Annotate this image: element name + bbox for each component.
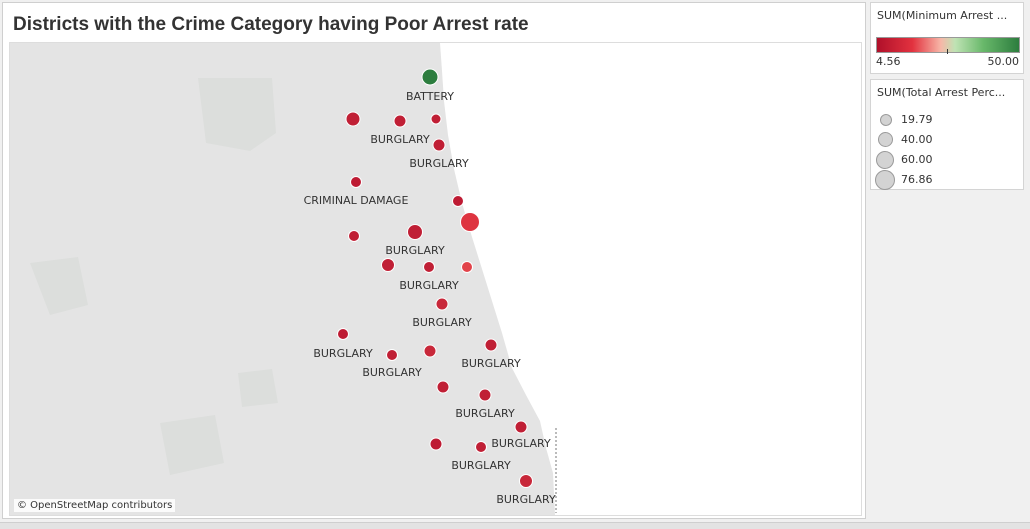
district-mark[interactable]	[475, 441, 487, 453]
district-mark[interactable]	[381, 258, 395, 272]
dashboard-panel: Districts with the Crime Category having…	[2, 2, 866, 519]
district-mark[interactable]	[478, 388, 492, 402]
district-mark[interactable]	[337, 328, 349, 340]
district-mark[interactable]	[345, 111, 361, 127]
size-circle-icon	[875, 170, 895, 190]
district-mark[interactable]	[514, 420, 528, 434]
district-mark-label: BURGLARY	[409, 157, 469, 170]
map-title: Districts with the Crime Category having…	[13, 14, 529, 35]
district-mark-label: BURGLARY	[370, 133, 430, 146]
district-mark[interactable]	[407, 224, 423, 240]
size-legend-value: 60.00	[901, 153, 933, 166]
color-legend-max: 50.00	[987, 55, 1020, 68]
map-credit[interactable]: © OpenStreetMap contributors	[14, 499, 176, 512]
district-mark-label: CRIMINAL DAMAGE	[304, 194, 409, 207]
district-mark[interactable]	[461, 261, 473, 273]
district-mark[interactable]	[386, 349, 398, 361]
district-mark-label: BURGLARY	[461, 357, 521, 370]
size-legend-item: 60.00	[871, 150, 1021, 170]
size-legend-value: 40.00	[901, 133, 933, 146]
district-mark[interactable]	[519, 474, 533, 488]
district-mark-label: BURGLARY	[455, 407, 515, 420]
district-mark[interactable]	[432, 138, 446, 152]
district-mark-label: BURGLARY	[362, 366, 422, 379]
district-mark[interactable]	[430, 113, 442, 125]
district-mark[interactable]	[484, 338, 498, 352]
district-mark-label: BURGLARY	[491, 437, 551, 450]
district-mark[interactable]	[423, 261, 435, 273]
district-mark[interactable]	[460, 212, 480, 232]
color-legend[interactable]: SUM(Minimum Arrest ... 4.56 50.00	[870, 2, 1024, 74]
size-legend-item: 19.79	[871, 110, 1021, 130]
district-mark-label: BURGLARY	[451, 459, 511, 472]
size-circle-icon	[880, 114, 892, 126]
marks-layer: BATTERY BURGLARY BURGLARY CRIMINAL DAMAGE BU…	[304, 68, 556, 506]
size-legend-value: 19.79	[901, 113, 933, 126]
size-circle-icon	[878, 132, 893, 147]
lake-michigan	[440, 43, 861, 515]
district-mark-label: BURGLARY	[385, 244, 445, 257]
district-mark-label: BURGLARY	[313, 347, 373, 360]
district-mark[interactable]	[393, 114, 407, 128]
size-legend-item: 76.86	[871, 170, 1021, 190]
district-mark[interactable]	[421, 68, 439, 86]
district-mark[interactable]	[429, 437, 443, 451]
map-canvas[interactable]: BATTERY BURGLARY BURGLARY CRIMINAL DAMAGE BU…	[10, 43, 861, 515]
size-legend-value: 76.86	[901, 173, 933, 186]
color-legend-title: SUM(Minimum Arrest ...	[877, 9, 1008, 22]
map-view[interactable]: BATTERY BURGLARY BURGLARY CRIMINAL DAMAGE BU…	[9, 42, 862, 516]
district-mark[interactable]	[452, 195, 464, 207]
district-mark-label: BURGLARY	[496, 493, 556, 506]
district-mark[interactable]	[348, 230, 360, 242]
park-area	[238, 369, 278, 407]
size-circle-icon	[876, 151, 894, 169]
size-legend-item: 40.00	[871, 130, 1021, 150]
district-mark[interactable]	[423, 344, 437, 358]
size-legend-title: SUM(Total Arrest Perc...	[877, 86, 1006, 99]
district-mark-label: BATTERY	[406, 90, 454, 103]
park-area	[30, 257, 88, 315]
district-mark[interactable]	[435, 297, 449, 311]
size-legend[interactable]: SUM(Total Arrest Perc... 19.79 40.00 60.…	[870, 79, 1024, 190]
park-area	[160, 415, 224, 475]
gradient-midpoint-marker	[947, 49, 948, 54]
district-mark-label: BURGLARY	[412, 316, 472, 329]
district-mark-label: BURGLARY	[399, 279, 459, 292]
district-mark[interactable]	[436, 380, 450, 394]
color-legend-min: 4.56	[876, 55, 901, 68]
sheet-tab-bar[interactable]	[0, 522, 1030, 529]
park-area	[198, 78, 276, 151]
color-gradient-bar	[876, 37, 1020, 53]
district-mark[interactable]	[350, 176, 362, 188]
